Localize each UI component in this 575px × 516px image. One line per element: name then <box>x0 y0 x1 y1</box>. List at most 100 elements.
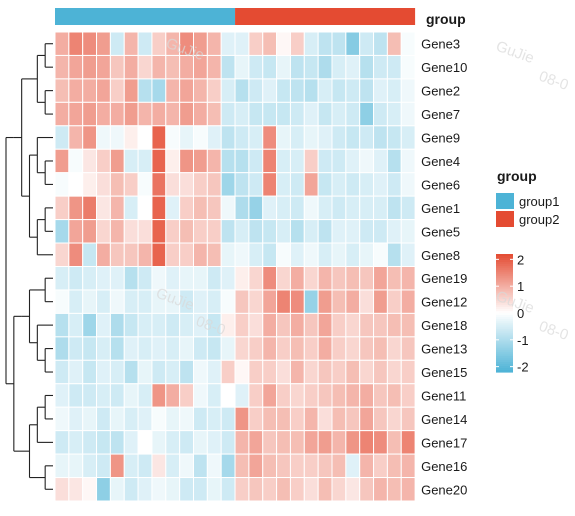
heatmap-cell <box>373 266 388 291</box>
heatmap-cell <box>373 101 388 127</box>
heatmap-cell <box>400 383 416 408</box>
heatmap-cell <box>54 453 70 479</box>
heatmap-cell <box>234 406 250 432</box>
heatmap-cell <box>82 172 98 197</box>
color-scale-segment <box>496 322 513 326</box>
color-scale-segment <box>496 326 513 330</box>
heatmap-cell <box>345 289 361 314</box>
heatmap-cell <box>109 430 125 455</box>
color-scale-segment <box>496 273 513 277</box>
heatmap-cell <box>82 54 98 80</box>
heatmap-cell <box>234 289 250 314</box>
heatmap-cell <box>400 406 416 432</box>
heatmap-cell <box>234 266 250 291</box>
heatmap-cell <box>303 383 319 408</box>
color-scale-segment <box>496 342 513 346</box>
heatmap-cell <box>206 31 222 56</box>
heatmap-cell <box>193 148 208 174</box>
heatmap-cell <box>151 477 167 502</box>
watermark-text: GuJie <box>494 38 537 67</box>
heatmap-cell <box>303 125 319 150</box>
heatmap-cell <box>151 359 167 385</box>
group-legend-label: group1 <box>519 194 559 209</box>
heatmap-cell <box>206 219 222 244</box>
heatmap-cell <box>345 336 361 361</box>
color-scale-segment <box>496 352 513 355</box>
heatmap-cell <box>359 125 375 150</box>
heatmap-cell <box>234 101 250 127</box>
heatmap-cell <box>276 406 291 432</box>
group-legend-title: group <box>497 168 537 184</box>
heatmap-cell <box>345 125 361 150</box>
heatmap-cell <box>359 172 375 197</box>
heatmap-cell <box>206 453 222 479</box>
heatmap-cell <box>193 336 208 361</box>
heatmap-cell <box>386 477 402 502</box>
color-scale-segment <box>496 293 513 296</box>
row-label: Gene3 <box>421 37 460 52</box>
heatmap-cell <box>373 359 388 385</box>
color-scale-tick-label: -2 <box>517 360 529 375</box>
color-scale-segment <box>496 281 513 285</box>
heatmap-cell <box>82 406 98 432</box>
heatmap-cell <box>193 430 208 455</box>
heatmap-cell <box>248 172 264 197</box>
heatmap-cell <box>54 195 70 221</box>
color-scale-segment <box>496 301 513 304</box>
heatmap-cell <box>345 406 361 432</box>
heatmap-cell <box>96 266 111 291</box>
heatmap-cell <box>345 266 361 291</box>
heatmap-cell <box>317 266 333 291</box>
heatmap-cell <box>151 453 167 479</box>
color-scale-segment <box>496 348 513 351</box>
heatmap-cell <box>137 101 153 127</box>
heatmap-cell <box>331 289 347 314</box>
heatmap-cell <box>262 54 278 80</box>
heatmap-cell <box>82 477 98 502</box>
heatmap-cell <box>331 172 347 197</box>
heatmap-cell <box>123 406 139 432</box>
heatmap-cell <box>303 78 319 103</box>
heatmap-cell <box>123 195 139 221</box>
heatmap-cell <box>109 359 125 385</box>
color-scale-segment <box>496 307 513 310</box>
heatmap-cell <box>289 148 305 174</box>
heatmap-cell <box>193 172 208 197</box>
heatmap-cell <box>82 242 98 268</box>
heatmap-cell <box>276 336 291 361</box>
heatmap-cell <box>137 78 153 103</box>
heatmap-cell <box>386 31 402 56</box>
color-scale-segment <box>496 358 513 361</box>
heatmap-cell <box>220 453 236 479</box>
heatmap-cell <box>373 54 388 80</box>
color-scale-segment <box>496 316 513 320</box>
color-scale-segment <box>496 336 513 340</box>
heatmap-cell <box>359 242 375 268</box>
color-scale-segment <box>496 313 513 316</box>
heatmap-cell <box>276 289 291 314</box>
heatmap-cell <box>82 359 98 385</box>
heatmap-cell <box>345 383 361 408</box>
heatmap-cell <box>179 101 194 127</box>
heatmap-cell <box>386 312 402 338</box>
heatmap-cell <box>317 406 333 432</box>
heatmap-cell <box>345 312 361 338</box>
heatmap-cell <box>248 359 264 385</box>
heatmap-cell <box>109 54 125 80</box>
heatmap-cell <box>248 54 264 80</box>
heatmap-cell <box>373 242 388 268</box>
heatmap-cell <box>289 312 305 338</box>
heatmap-cell <box>96 219 111 244</box>
heatmap-cell <box>317 359 333 385</box>
heatmap-cell <box>82 312 98 338</box>
heatmap-cell <box>68 101 84 127</box>
heatmap-cell <box>151 383 167 408</box>
heatmap-cell <box>345 172 361 197</box>
heatmap-cell <box>248 266 264 291</box>
heatmap-cell <box>193 289 208 314</box>
heatmap-cell <box>331 125 347 150</box>
heatmap-cell <box>68 54 84 80</box>
heatmap-cell <box>386 359 402 385</box>
heatmap-cell <box>248 453 264 479</box>
heatmap-cell <box>165 430 181 455</box>
